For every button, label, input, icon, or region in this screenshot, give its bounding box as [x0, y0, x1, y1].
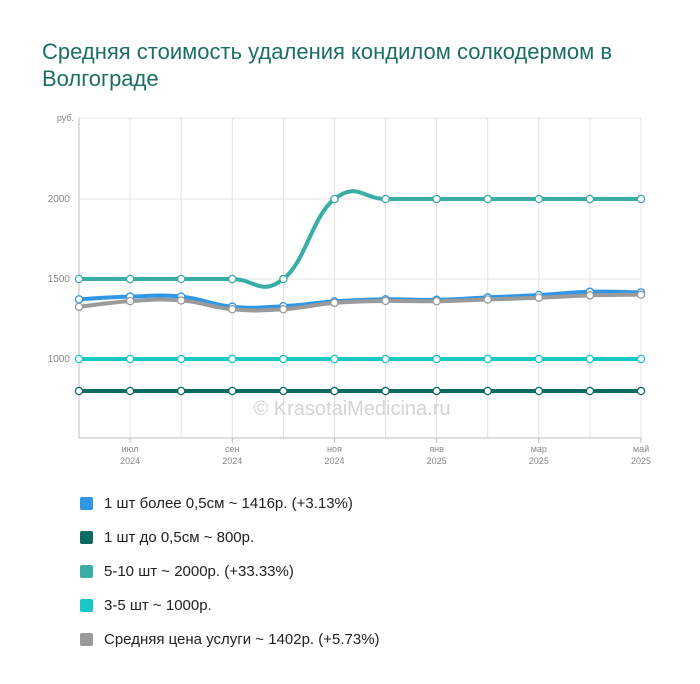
- data-point-series-5: [381, 386, 390, 396]
- series-line-3: [77, 292, 643, 313]
- x-tick-label-month: май: [633, 444, 649, 454]
- data-point-series-5: [534, 386, 544, 396]
- legend-item-4[interactable]: 3-5 шт ~ 1000р.: [80, 588, 380, 622]
- legend-item-1[interactable]: 1 шт более 0,5см ~ 1416р. (+3.13%): [80, 486, 380, 520]
- data-point-series-4: [125, 354, 135, 364]
- data-point-series-3: [585, 291, 595, 300]
- data-point-series-3: [432, 296, 441, 306]
- data-point-series-3: [330, 298, 339, 308]
- data-point-series-1: [534, 194, 544, 204]
- x-tick-label-year: 2024: [222, 456, 242, 466]
- data-point-series-5: [330, 386, 339, 396]
- legend-swatch-4: [80, 598, 93, 612]
- data-point-series-3: [176, 296, 186, 305]
- data-point-series-4: [432, 354, 441, 364]
- x-tick-label-year: 2025: [427, 456, 447, 466]
- series-line-1: [77, 189, 643, 289]
- data-point-series-3: [636, 290, 646, 299]
- data-point-series-1: [125, 274, 135, 284]
- data-point-series-4: [228, 354, 237, 364]
- y-tick-label: 1500: [48, 274, 71, 285]
- data-point-series-4: [585, 354, 595, 364]
- data-point-series-4: [534, 354, 544, 364]
- data-point-series-5: [585, 386, 595, 396]
- data-point-series-1: [74, 274, 84, 284]
- legend-label-4: 3-5 шт ~ 1000р.: [104, 596, 212, 614]
- data-point-series-4: [279, 354, 288, 364]
- legend-label-2: 1 шт до 0,5см ~ 800р.: [104, 528, 255, 546]
- data-point-series-1: [228, 274, 237, 284]
- data-point-series-5: [125, 386, 135, 396]
- data-point-series-1: [176, 274, 186, 284]
- line-chart: руб. 1000 1500 2000 июл 2024 сен 2024 ноя 2024 янв…: [48, 113, 651, 466]
- legend-swatch-2: [80, 530, 93, 544]
- legend-label-3: 5-10 шт ~ 2000р. (+33.33%): [104, 562, 294, 580]
- data-point-series-3: [74, 302, 84, 312]
- legend-item-3[interactable]: 5-10 шт ~ 2000р. (+33.33%): [80, 554, 380, 588]
- data-point-series-1: [432, 194, 441, 204]
- x-tick-label-year: 2024: [324, 456, 344, 466]
- x-tick-label-year: 2024: [120, 456, 140, 466]
- data-point-series-3: [381, 296, 390, 306]
- data-point-series-4: [483, 354, 492, 364]
- data-point-series-3: [279, 304, 288, 314]
- y-tick-label: 1000: [48, 354, 71, 365]
- data-point-series-5: [176, 386, 186, 396]
- data-point-series-4: [330, 354, 339, 364]
- x-tick-label-month: мар: [531, 444, 547, 454]
- data-point-series-1: [279, 274, 288, 284]
- x-tick-label-month: ноя: [327, 444, 342, 454]
- x-tick-label-month: сен: [225, 444, 240, 454]
- y-tick-label: 2000: [48, 194, 71, 205]
- legend-label-1: 1 шт более 0,5см ~ 1416р. (+3.13%): [104, 494, 353, 512]
- data-point-series-5: [636, 386, 646, 396]
- data-point-series-5: [483, 386, 492, 396]
- data-point-series-5: [74, 386, 84, 396]
- x-tick-label-month: янв: [429, 444, 444, 454]
- y-axis-label: руб.: [57, 113, 74, 123]
- legend-label-5: Средняя цена услуги ~ 1402р. (+5.73%): [104, 630, 380, 648]
- data-point-series-3: [534, 293, 544, 302]
- data-point-series-2: [74, 295, 84, 304]
- legend-swatch-1: [80, 496, 93, 510]
- data-point-series-4: [74, 354, 84, 364]
- data-point-series-3: [483, 295, 492, 304]
- data-point-series-1: [636, 194, 646, 204]
- watermark: © KrasotaiMedicina.ru: [253, 398, 450, 420]
- data-point-series-4: [381, 354, 390, 364]
- data-point-series-5: [432, 386, 441, 396]
- legend-item-2[interactable]: 1 шт до 0,5см ~ 800р.: [80, 520, 380, 554]
- data-point-series-5: [279, 386, 288, 396]
- chart-legend: 1 шт более 0,5см ~ 1416р. (+3.13%) 1 шт …: [80, 486, 380, 656]
- data-point-series-4: [636, 354, 646, 364]
- data-point-series-1: [585, 194, 595, 204]
- data-point-series-1: [330, 194, 339, 204]
- legend-item-5[interactable]: Средняя цена услуги ~ 1402р. (+5.73%): [80, 622, 380, 656]
- data-point-series-5: [228, 386, 237, 396]
- chart-title: Средняя стоимость удаления кондилом солк…: [42, 39, 613, 91]
- data-point-series-3: [228, 304, 237, 314]
- legend-swatch-3: [80, 564, 93, 578]
- data-point-series-3: [125, 296, 135, 306]
- legend-swatch-5: [80, 632, 93, 646]
- data-point-series-1: [483, 194, 492, 204]
- x-tick-label-month: июл: [122, 444, 139, 454]
- data-point-series-1: [381, 194, 390, 204]
- x-tick-label-year: 2025: [529, 456, 549, 466]
- x-tick-label-year: 2025: [631, 456, 651, 466]
- data-point-series-4: [176, 354, 186, 364]
